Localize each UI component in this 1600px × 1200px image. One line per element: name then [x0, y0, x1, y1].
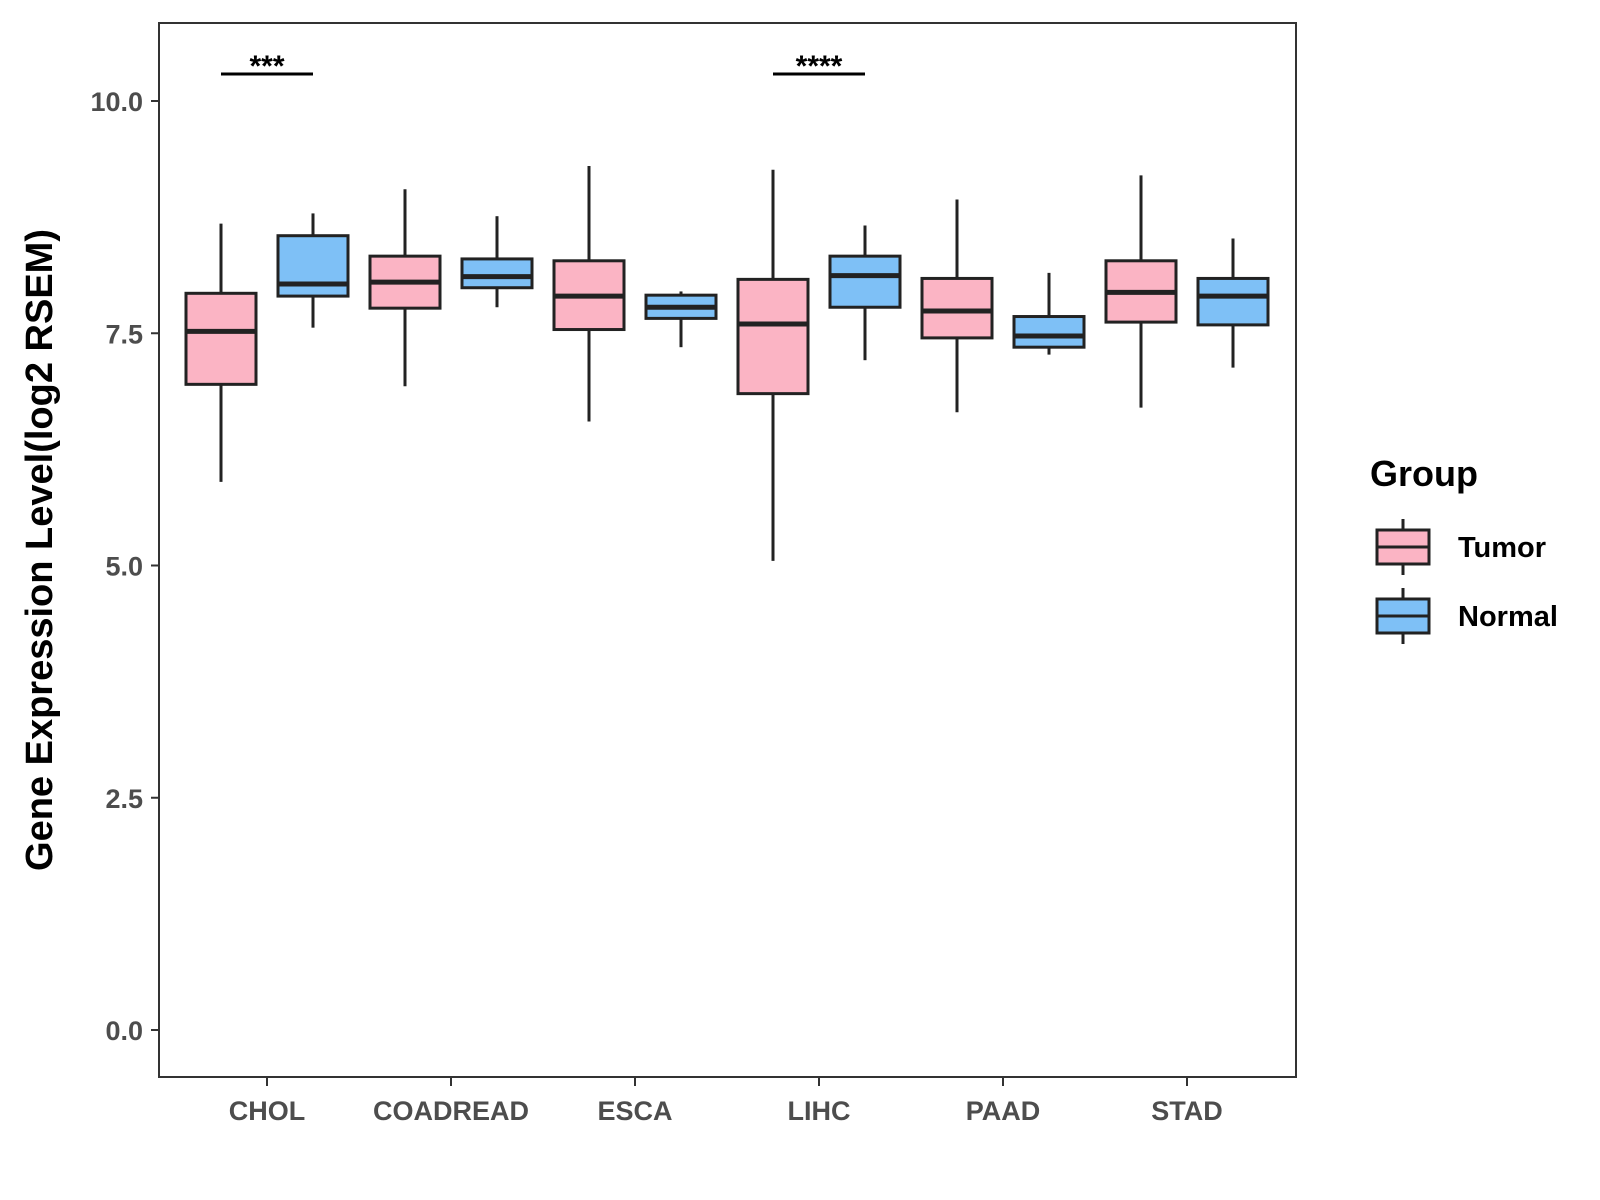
x-tick-label: STAD: [1151, 1096, 1223, 1126]
x-tick-label: PAAD: [966, 1096, 1041, 1126]
iqr-box: [460, 257, 534, 290]
boxes: [184, 166, 1270, 561]
iqr-box: [184, 291, 258, 386]
tumor-box-chol: [184, 223, 258, 482]
iqr-box: [1012, 315, 1086, 349]
iqr-box: [920, 276, 994, 340]
normal-box-chol: [276, 213, 350, 328]
normal-box-coadread: [460, 216, 534, 308]
iqr-box: [828, 254, 902, 309]
legend-key-tumor: [1375, 519, 1431, 575]
y-tick-label: 2.5: [105, 784, 143, 814]
normal-box-paad: [1012, 272, 1086, 355]
legend-key-normal: [1375, 588, 1431, 644]
y-axis-title: Gene Expression Level(log2 RSEM): [19, 229, 61, 871]
x-tick-label: ESCA: [597, 1096, 672, 1126]
y-tick-label: 0.0: [105, 1016, 143, 1046]
significance-annotations: *** ****: [221, 50, 865, 83]
legend-label: Normal: [1458, 601, 1558, 633]
iqr-box: [736, 277, 810, 396]
plot-panel: [158, 22, 1297, 1078]
tumor-box-coadread: [368, 189, 442, 387]
tumor-box-lihc: [736, 169, 810, 561]
normal-box-esca: [644, 291, 718, 348]
significance-label: ***: [249, 50, 284, 83]
y-tick-label: 10.0: [90, 87, 143, 117]
legend-label: Tumor: [1458, 532, 1546, 564]
legend-title: Group: [1370, 453, 1478, 494]
y-tick-label: 7.5: [105, 319, 143, 349]
legend: Group Tumor Normal: [1370, 453, 1558, 644]
y-axis: 0.0 2.5 5.0 7.5 10.0: [90, 87, 159, 1046]
significance-label: ****: [796, 50, 843, 83]
iqr-box: [276, 234, 350, 298]
x-axis: CHOL COADREAD ESCA LIHC PAAD STAD: [229, 1077, 1223, 1126]
y-tick-label: 5.0: [105, 552, 143, 582]
x-tick-label: COADREAD: [373, 1096, 529, 1126]
x-tick-label: CHOL: [229, 1096, 306, 1126]
normal-box-stad: [1196, 238, 1270, 368]
tumor-box-esca: [552, 166, 626, 422]
iqr-box: [1196, 276, 1270, 327]
normal-box-lihc: [828, 225, 902, 361]
tumor-box-stad: [1104, 175, 1178, 408]
tumor-box-paad: [920, 199, 994, 413]
x-tick-label: LIHC: [788, 1096, 851, 1126]
